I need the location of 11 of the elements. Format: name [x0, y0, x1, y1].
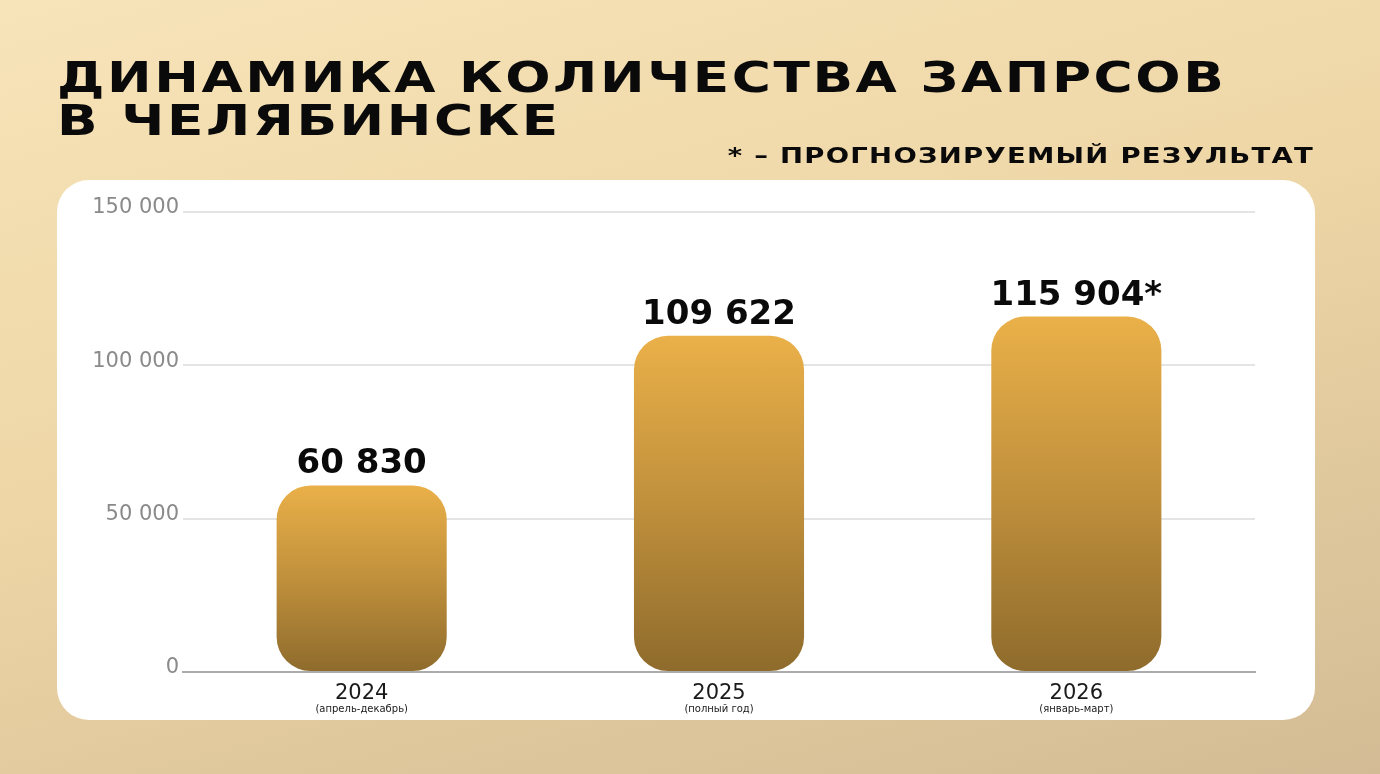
text: * – ПРОГНОЗИРУЕМЫЙ РЕЗУЛЬТАТ: [727, 143, 1314, 168]
y-tick-label: 0: [165, 654, 179, 679]
x-tick-label: 2026 (январь-март): [1039, 680, 1114, 714]
x-tick-label: 2025 (полный год): [684, 680, 754, 714]
data-label: 115 904*: [990, 272, 1163, 313]
y-tick-label: 150 000: [92, 194, 179, 219]
y-tick-label: 100 000: [92, 347, 179, 372]
x-tick-label: 2024 (апрель-декабрь): [315, 680, 409, 714]
data-label: 60 830: [296, 441, 427, 482]
data-label: 109 622: [642, 291, 796, 332]
y-tick-label: 50 000: [105, 501, 179, 526]
